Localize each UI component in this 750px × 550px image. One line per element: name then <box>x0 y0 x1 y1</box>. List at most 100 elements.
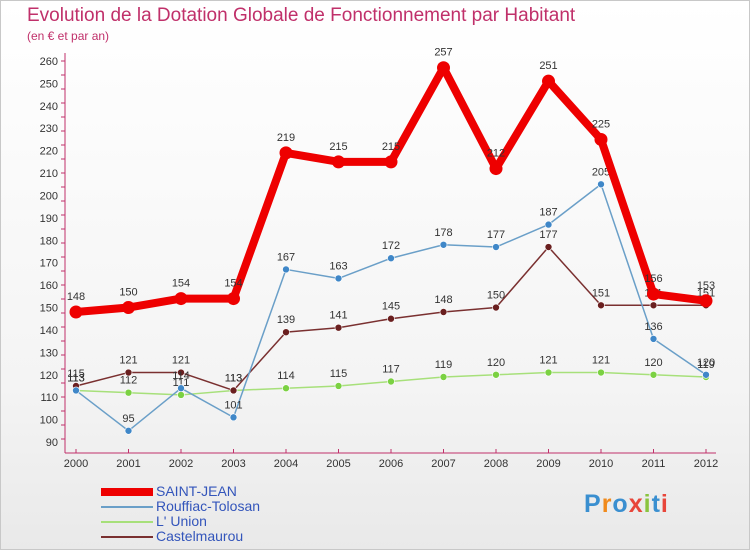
data-label-castelmaurou: 148 <box>434 294 452 306</box>
data-point-saint-jean <box>227 292 240 306</box>
logo-letter: i <box>643 490 652 518</box>
x-tick-label: 2005 <box>326 458 350 470</box>
data-label-castelmaurou: 151 <box>592 287 610 299</box>
data-point-saint-jean <box>332 155 345 169</box>
logo-letter: o <box>612 490 629 518</box>
data-point-l-union <box>124 388 133 397</box>
data-point-rouffiac-tolosan <box>649 335 658 343</box>
data-label-l-union: 111 <box>173 377 190 389</box>
x-tick-label: 2010 <box>589 458 613 470</box>
data-point-castelmaurou <box>124 368 133 377</box>
data-point-castelmaurou <box>387 314 395 323</box>
data-point-saint-jean <box>594 132 608 146</box>
data-label-saint-jean: 215 <box>382 141 400 153</box>
data-point-rouffiac-tolosan <box>544 220 553 229</box>
data-label-castelmaurou: 150 <box>487 290 505 302</box>
data-point-l-union <box>439 373 448 381</box>
data-label-castelmaurou: 177 <box>539 229 557 241</box>
logo-letter: x <box>628 490 644 518</box>
data-point-l-union <box>282 384 290 393</box>
x-tick-label: 2003 <box>221 458 245 470</box>
legend-swatch <box>101 506 153 508</box>
y-tick-label: 110 <box>40 392 58 404</box>
y-tick-label: 90 <box>46 437 58 449</box>
data-point-saint-jean <box>174 292 188 306</box>
data-point-saint-jean <box>699 294 713 308</box>
data-label-castelmaurou: 145 <box>382 301 400 313</box>
data-label-l-union: 120 <box>644 357 662 369</box>
data-label-saint-jean: 154 <box>224 278 242 290</box>
data-label-l-union: 119 <box>697 359 715 371</box>
data-label-rouffiac-tolosan: 177 <box>487 229 505 241</box>
data-point-l-union <box>492 370 500 379</box>
data-point-rouffiac-tolosan <box>492 243 500 251</box>
y-tick-label: 200 <box>40 190 58 202</box>
x-tick-label: 2007 <box>431 458 455 470</box>
data-label-rouffiac-tolosan: 163 <box>329 260 347 272</box>
data-point-rouffiac-tolosan <box>439 240 448 249</box>
data-point-l-union <box>177 391 185 399</box>
y-tick-label: 260 <box>40 56 58 68</box>
data-label-saint-jean: 150 <box>119 287 137 299</box>
legend-swatch <box>101 536 153 538</box>
data-point-saint-jean <box>279 146 293 160</box>
logo-letter: i <box>660 490 669 518</box>
data-point-rouffiac-tolosan <box>702 370 710 379</box>
data-label-saint-jean: 225 <box>592 118 610 130</box>
data-point-l-union <box>544 368 553 377</box>
data-point-rouffiac-tolosan <box>124 426 133 435</box>
data-label-rouffiac-tolosan: 113 <box>67 372 85 384</box>
series-line-saint-jean <box>72 63 710 317</box>
data-point-rouffiac-tolosan <box>334 274 343 283</box>
data-point-l-union <box>597 368 605 377</box>
x-tick-label: 2009 <box>536 458 560 470</box>
y-tick-label: 180 <box>40 235 58 247</box>
data-label-saint-jean: 215 <box>329 141 347 153</box>
y-tick-label: 230 <box>40 123 58 135</box>
data-label-saint-jean: 212 <box>487 148 505 160</box>
data-point-castelmaurou <box>282 328 290 336</box>
data-label-saint-jean: 154 <box>172 278 190 290</box>
data-label-saint-jean: 219 <box>277 132 295 144</box>
data-point-saint-jean <box>437 61 450 75</box>
data-point-castelmaurou <box>649 301 658 310</box>
data-label-l-union: 120 <box>487 357 505 369</box>
y-tick-label: 240 <box>40 101 58 113</box>
data-label-l-union: 113 <box>225 372 243 384</box>
logo-letter: r <box>601 490 613 518</box>
data-point-l-union <box>387 377 395 386</box>
y-tick-label: 130 <box>40 347 58 359</box>
y-tick-label: 120 <box>40 370 58 382</box>
data-point-saint-jean <box>69 305 83 319</box>
data-point-saint-jean <box>647 287 660 301</box>
y-tick-label: 220 <box>40 146 58 158</box>
legend-swatch <box>101 521 153 523</box>
chart-title: Evolution de la Dotation Globale de Fonc… <box>27 5 576 26</box>
data-label-rouffiac-tolosan: 101 <box>224 399 242 411</box>
legend-label: L' Union <box>156 513 207 529</box>
data-point-rouffiac-tolosan <box>282 265 290 274</box>
x-tick-label: 2001 <box>116 458 140 470</box>
data-label-l-union: 112 <box>120 375 138 387</box>
y-tick-label: 250 <box>40 78 58 90</box>
data-label-castelmaurou: 115 <box>67 368 85 380</box>
y-tick-label: 100 <box>40 415 58 427</box>
data-point-castelmaurou <box>544 243 553 251</box>
x-tick-label: 2011 <box>642 458 666 470</box>
legend-label: Rouffiac-Tolosan <box>156 498 261 514</box>
data-label-rouffiac-tolosan: 167 <box>277 251 295 263</box>
data-label-rouffiac-tolosan: 178 <box>434 227 452 239</box>
data-label-saint-jean: 251 <box>539 60 557 72</box>
data-label-rouffiac-tolosan: 205 <box>592 166 610 178</box>
data-label-saint-jean: 257 <box>434 47 452 59</box>
x-tick-label: 2008 <box>484 458 508 470</box>
data-label-l-union: 114 <box>277 370 295 382</box>
data-label-saint-jean: 156 <box>644 273 662 285</box>
data-label-saint-jean: 153 <box>697 280 715 292</box>
data-label-rouffiac-tolosan: 187 <box>539 207 557 219</box>
data-point-castelmaurou <box>177 368 185 377</box>
data-label-l-union: 121 <box>539 355 557 367</box>
data-point-rouffiac-tolosan <box>387 254 395 263</box>
data-point-saint-jean <box>384 155 398 169</box>
